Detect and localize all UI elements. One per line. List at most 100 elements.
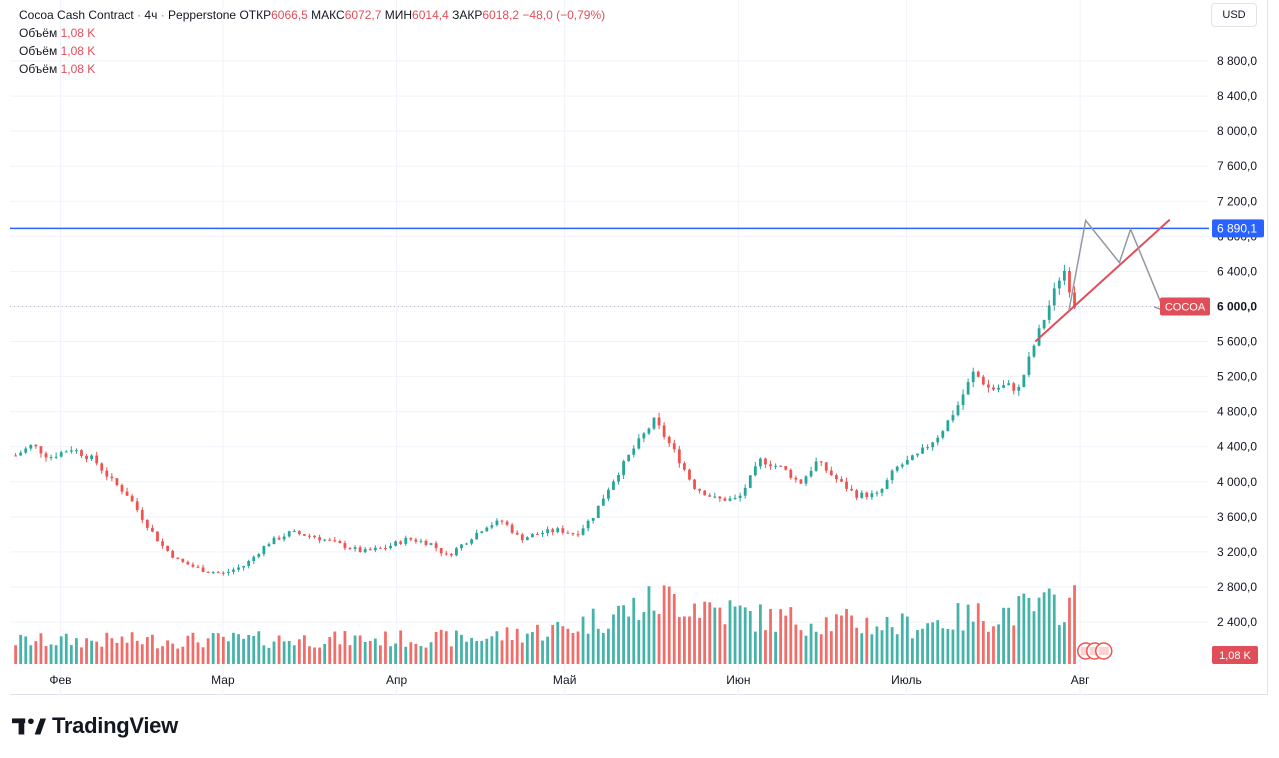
candle-body[interactable] [911, 455, 914, 460]
candle-body[interactable] [850, 488, 853, 491]
candle-body[interactable] [69, 450, 73, 452]
candle-body[interactable] [439, 548, 443, 554]
candle-body[interactable] [683, 463, 686, 470]
candle-body[interactable] [637, 438, 641, 449]
candle-body[interactable] [895, 466, 899, 471]
candle-body[interactable] [343, 543, 347, 549]
candle-body[interactable] [981, 376, 985, 385]
candle-body[interactable] [252, 556, 256, 562]
candle-body[interactable] [115, 478, 119, 486]
candle-body[interactable] [1002, 385, 1005, 388]
candle-body[interactable] [576, 534, 580, 536]
candle-body[interactable] [571, 533, 575, 535]
candle-body[interactable] [551, 529, 555, 533]
candle-body[interactable] [1022, 374, 1026, 387]
candle-body[interactable] [49, 457, 53, 459]
candle-body[interactable] [353, 547, 357, 549]
candle-body[interactable] [201, 567, 205, 572]
candle-body[interactable] [399, 541, 403, 544]
candle-body[interactable] [135, 501, 139, 511]
candle-body[interactable] [176, 557, 180, 559]
candle-body[interactable] [34, 444, 38, 447]
candle-body[interactable] [358, 547, 362, 553]
candle-body[interactable] [455, 548, 458, 556]
candle-body[interactable] [779, 465, 783, 467]
horizontal-line-price-tag[interactable] [1212, 219, 1264, 238]
candle-body[interactable] [1032, 345, 1036, 357]
candle-body[interactable] [29, 444, 33, 449]
candle-body[interactable] [232, 569, 235, 572]
candle-body[interactable] [237, 567, 240, 570]
candle-body[interactable] [125, 491, 129, 496]
candle-body[interactable] [95, 455, 99, 464]
volume-row[interactable]: Объём 1,08 K [19, 42, 605, 60]
candle-body[interactable] [900, 464, 904, 467]
candle-body[interactable] [85, 455, 88, 460]
candle-body[interactable] [824, 462, 828, 471]
candle-body[interactable] [753, 466, 757, 476]
candle-body[interactable] [1052, 288, 1056, 306]
candle-body[interactable] [211, 572, 215, 574]
candle-body[interactable] [480, 531, 484, 533]
candle-body[interactable] [946, 420, 950, 432]
tradingview-logo[interactable]: TradingView [12, 713, 178, 739]
candle-body[interactable] [308, 535, 311, 537]
candle-body[interactable] [348, 548, 352, 550]
candle-body[interactable] [105, 470, 109, 477]
candle-body[interactable] [809, 470, 813, 477]
candle-body[interactable] [292, 531, 296, 533]
candle-body[interactable] [54, 456, 58, 458]
candle-body[interactable] [1063, 271, 1066, 281]
candle-body[interactable] [829, 470, 833, 476]
candle-body[interactable] [951, 415, 955, 421]
candle-body[interactable] [835, 475, 838, 480]
candle-body[interactable] [409, 537, 413, 540]
candle-body[interactable] [1027, 356, 1031, 375]
candle-body[interactable] [921, 447, 924, 454]
candle-body[interactable] [151, 527, 154, 532]
candle-body[interactable] [470, 539, 473, 544]
candle-body[interactable] [931, 442, 935, 448]
candle-body[interactable] [728, 498, 732, 501]
candle-body[interactable] [971, 371, 975, 383]
candle-body[interactable] [419, 540, 423, 542]
trendline[interactable] [1034, 218, 1171, 343]
candle-body[interactable] [414, 539, 418, 542]
candle-body[interactable] [277, 537, 281, 540]
candle-body[interactable] [475, 532, 479, 540]
candle-body[interactable] [622, 461, 625, 476]
candle-body[interactable] [100, 463, 104, 471]
candle-body[interactable] [556, 528, 560, 533]
candle-body[interactable] [272, 537, 276, 545]
candle-body[interactable] [845, 481, 848, 489]
candle-body[interactable] [961, 394, 965, 406]
candle-body[interactable] [840, 479, 843, 482]
candle-body[interactable] [171, 550, 175, 558]
candle-body[interactable] [303, 534, 306, 536]
candle-body[interactable] [607, 489, 610, 499]
candle-body[interactable] [161, 541, 164, 546]
candle-body[interactable] [956, 405, 960, 416]
candle-body[interactable] [449, 553, 453, 556]
candle-body[interactable] [992, 387, 995, 390]
candle-body[interactable] [723, 498, 727, 501]
candle-body[interactable] [221, 572, 225, 574]
candle-body[interactable] [394, 541, 397, 546]
candle-body[interactable] [774, 465, 777, 467]
candle-body[interactable] [525, 537, 529, 541]
candle-body[interactable] [24, 448, 28, 453]
candle-body[interactable] [216, 572, 220, 574]
candle-body[interactable] [662, 425, 666, 437]
candle-body[interactable] [389, 545, 392, 549]
symbol-tag[interactable] [1160, 297, 1210, 316]
candle-body[interactable] [110, 476, 114, 479]
candle-body[interactable] [166, 545, 169, 551]
candle-body[interactable] [485, 527, 489, 532]
candle-body[interactable] [90, 455, 93, 460]
currency-button[interactable]: USD [1211, 3, 1257, 27]
candle-body[interactable] [966, 382, 970, 395]
candle-body[interactable] [703, 490, 707, 496]
candle-body[interactable] [1047, 305, 1051, 320]
candle-body[interactable] [769, 464, 772, 467]
candle-body[interactable] [429, 543, 433, 545]
